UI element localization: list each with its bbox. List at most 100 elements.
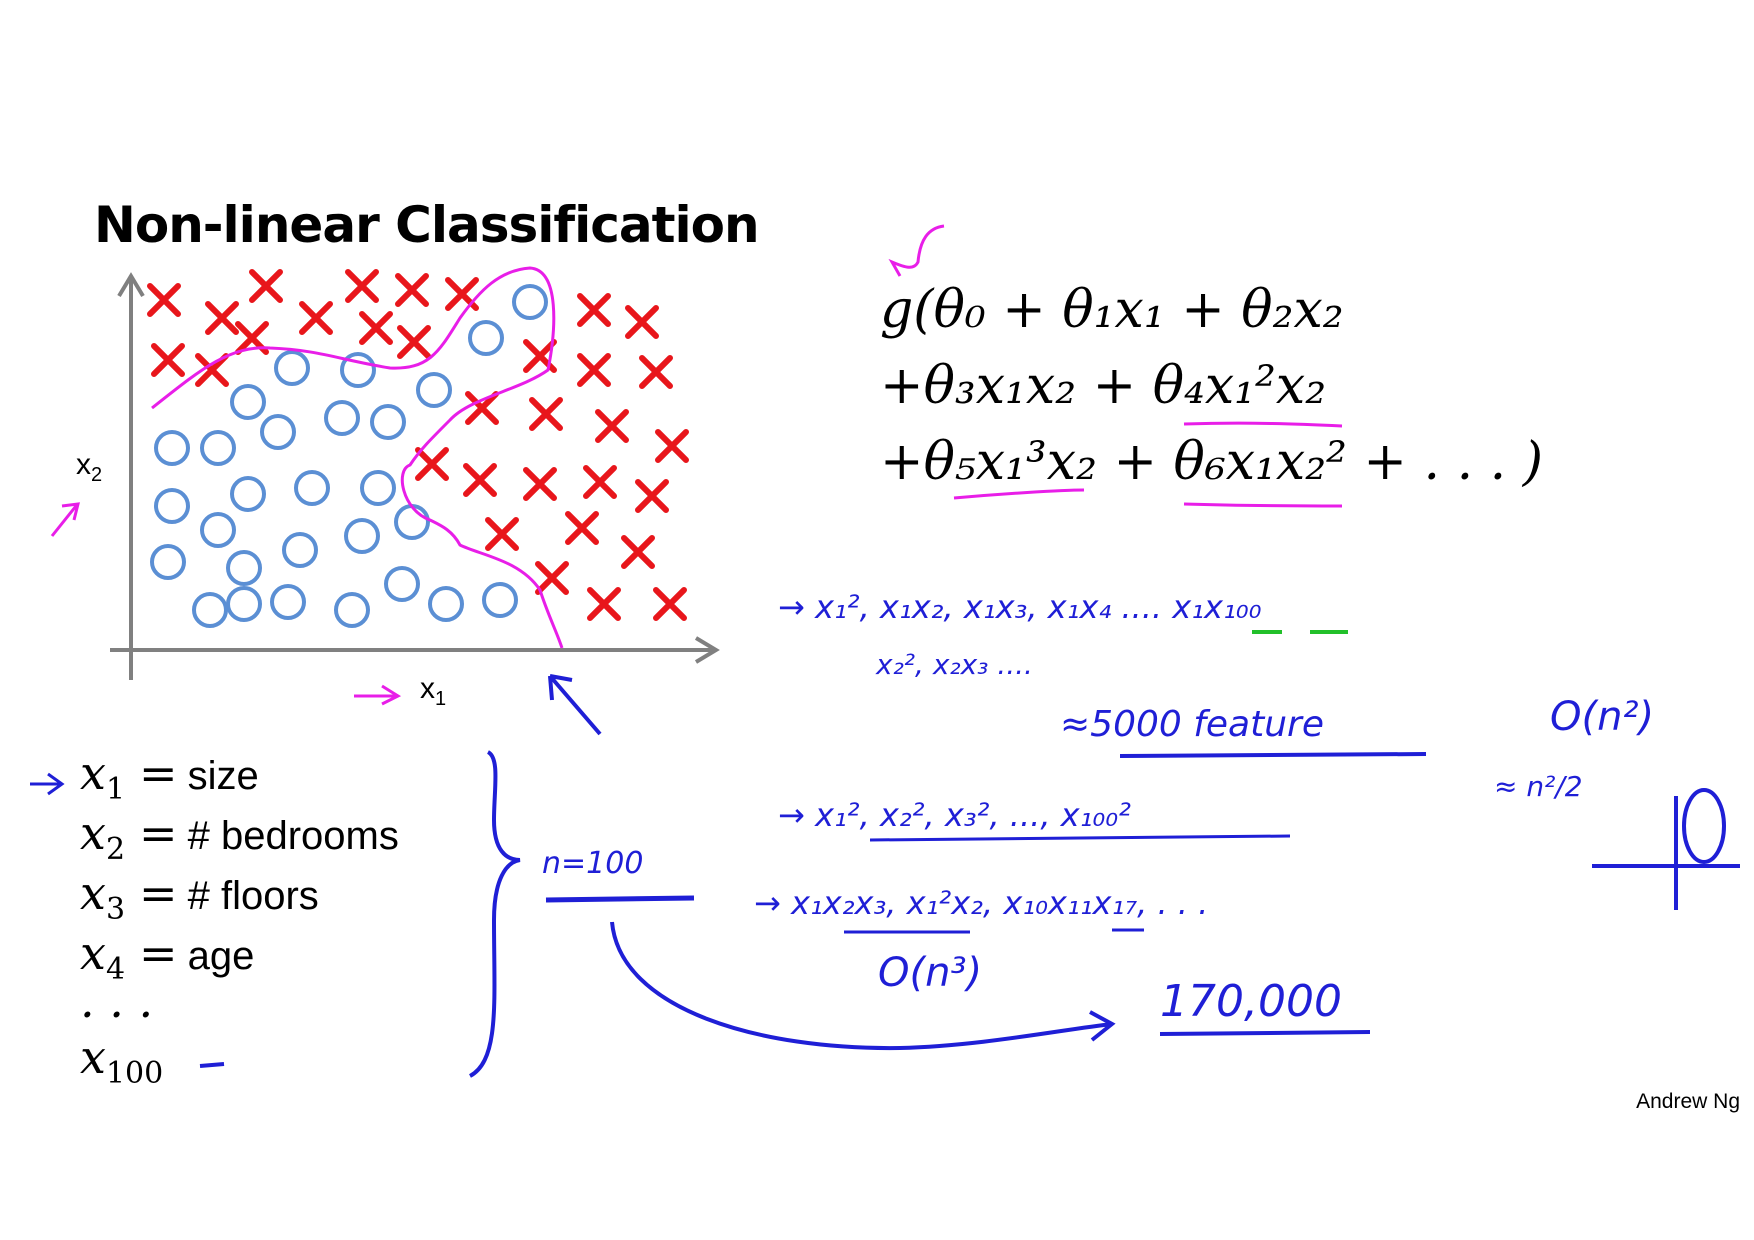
negative-example-circle xyxy=(294,470,330,506)
feature-symbol: x3 xyxy=(80,866,126,928)
feature-row-4: x4 = age xyxy=(80,926,255,988)
positive-example-cross xyxy=(249,269,283,303)
negative-example-circle xyxy=(482,582,518,618)
plot-axes xyxy=(110,272,720,680)
positive-example-cross xyxy=(151,343,185,377)
positive-example-cross xyxy=(397,325,431,359)
positive-example-cross xyxy=(195,353,229,387)
hypothesis-line-1: g(θ₀ + θ₁x₁ + θ₂x₂ xyxy=(880,280,1344,340)
negative-example-circle xyxy=(360,470,396,506)
negative-example-circle xyxy=(154,488,190,524)
negative-example-circle xyxy=(154,430,190,466)
positive-example-cross xyxy=(395,273,429,307)
positive-example-cross xyxy=(635,479,669,513)
approx-features-note: ≈5000 feature xyxy=(1060,704,1324,745)
y-axis-arrowhead xyxy=(117,272,145,298)
feature-symbol: x4 xyxy=(80,926,126,988)
negative-example-circle xyxy=(324,400,360,436)
check-mark xyxy=(888,224,945,277)
feature-symbol: x1 xyxy=(80,746,126,808)
order-n3-note: O(n³) xyxy=(878,950,983,996)
feature-row-1: x1 = size xyxy=(80,746,259,808)
positive-example-cross xyxy=(463,463,497,497)
underline-theta6 xyxy=(1183,502,1343,508)
positive-example-cross xyxy=(205,301,239,335)
positive-example-cross xyxy=(415,447,449,481)
author-credit: Andrew Ng xyxy=(1636,1090,1740,1113)
grid-zero xyxy=(1682,788,1726,864)
squares-underline xyxy=(869,834,1291,842)
negative-example-circle xyxy=(428,586,464,622)
approx-n2-half-note: ≈ n²/2 xyxy=(1494,770,1583,803)
negative-example-circle xyxy=(282,532,318,568)
positive-example-cross xyxy=(587,587,621,621)
squares-note: → x₁², x₂², x₃², ..., x₁₀₀² xyxy=(778,796,1131,834)
x1-axis-label: x1 xyxy=(420,672,447,710)
positive-example-cross xyxy=(655,429,689,463)
feature-symbol: x2 xyxy=(80,806,126,868)
negative-example-circle xyxy=(416,372,452,408)
positive-example-cross xyxy=(595,409,629,443)
negative-example-circle xyxy=(260,414,296,450)
plot-boundary-arrow xyxy=(548,674,602,736)
negative-example-circle xyxy=(512,284,548,320)
negative-example-circle xyxy=(200,512,236,548)
positive-example-cross xyxy=(147,283,181,317)
positive-example-cross xyxy=(577,353,611,387)
negative-example-circle xyxy=(334,592,370,628)
n-value-note: n=100 xyxy=(542,846,644,881)
quadratic-terms-note-2: x₂², x₂x₃ .... xyxy=(876,648,1033,681)
feature-row-2: x2 = # bedrooms xyxy=(80,806,399,868)
positive-example-cross xyxy=(345,269,379,303)
feature-count-underline xyxy=(1119,752,1427,758)
cubic-count-note: 170,000 xyxy=(1160,976,1342,1027)
negative-example-circle xyxy=(370,404,406,440)
positive-examples xyxy=(147,269,689,621)
underline-theta5 xyxy=(953,488,1085,500)
positive-example-cross xyxy=(625,305,659,339)
slide-title: Non-linear Classification xyxy=(94,196,760,254)
negative-example-circle xyxy=(192,592,228,628)
hypothesis-line-3: +θ₅x₁³x₂ + θ₆x₁x₂² + . . . ) xyxy=(880,432,1543,492)
x1-arrow-mark xyxy=(354,684,402,706)
negative-example-circle xyxy=(230,384,266,420)
x2-axis-label: x2 xyxy=(76,448,103,486)
negative-example-circle xyxy=(200,430,236,466)
positive-example-cross xyxy=(465,391,499,425)
positive-example-cross xyxy=(639,355,673,389)
positive-example-cross xyxy=(299,301,333,335)
feature-symbol: . . . xyxy=(80,974,154,1028)
negative-examples xyxy=(150,284,548,628)
negative-example-circle xyxy=(230,476,266,512)
positive-example-cross xyxy=(583,465,617,499)
n-underline xyxy=(545,895,695,903)
positive-example-cross xyxy=(485,517,519,551)
cubic-terms-note: → x₁x₂x₃, x₁²x₂, x₁₀x₁₁x₁₇, . . . xyxy=(754,884,1209,922)
features-brace xyxy=(468,750,521,1078)
positive-example-cross xyxy=(359,311,393,345)
positive-example-cross xyxy=(577,293,611,327)
count-underline xyxy=(1159,1030,1371,1036)
negative-example-circle xyxy=(270,584,306,620)
positive-example-cross xyxy=(653,587,687,621)
hypothesis-line-2: +θ₃x₁x₂ + θ₄x₁²x₂ xyxy=(880,356,1327,416)
negative-example-circle xyxy=(226,550,262,586)
negative-example-circle xyxy=(226,586,262,622)
x-axis-arrowhead xyxy=(694,636,720,664)
feature-symbol: x100 xyxy=(80,1030,164,1092)
quadratic-terms-note: → x₁², x₁x₂, x₁x₃, x₁x₄ .... x₁x₁₀₀ xyxy=(778,588,1262,626)
positive-example-cross xyxy=(535,561,569,595)
positive-example-cross xyxy=(621,535,655,569)
negative-example-circle xyxy=(384,566,420,602)
negative-example-circle xyxy=(274,350,310,386)
x100-dash xyxy=(199,1062,225,1068)
negative-example-circle xyxy=(344,518,380,554)
n-to-count-arrow xyxy=(610,921,1116,1051)
negative-example-circle xyxy=(150,544,186,580)
feature-row-100: x100 xyxy=(80,1030,164,1092)
negative-example-circle xyxy=(394,504,430,540)
decision-boundary xyxy=(151,266,564,649)
features-arrow-mark xyxy=(30,772,65,796)
